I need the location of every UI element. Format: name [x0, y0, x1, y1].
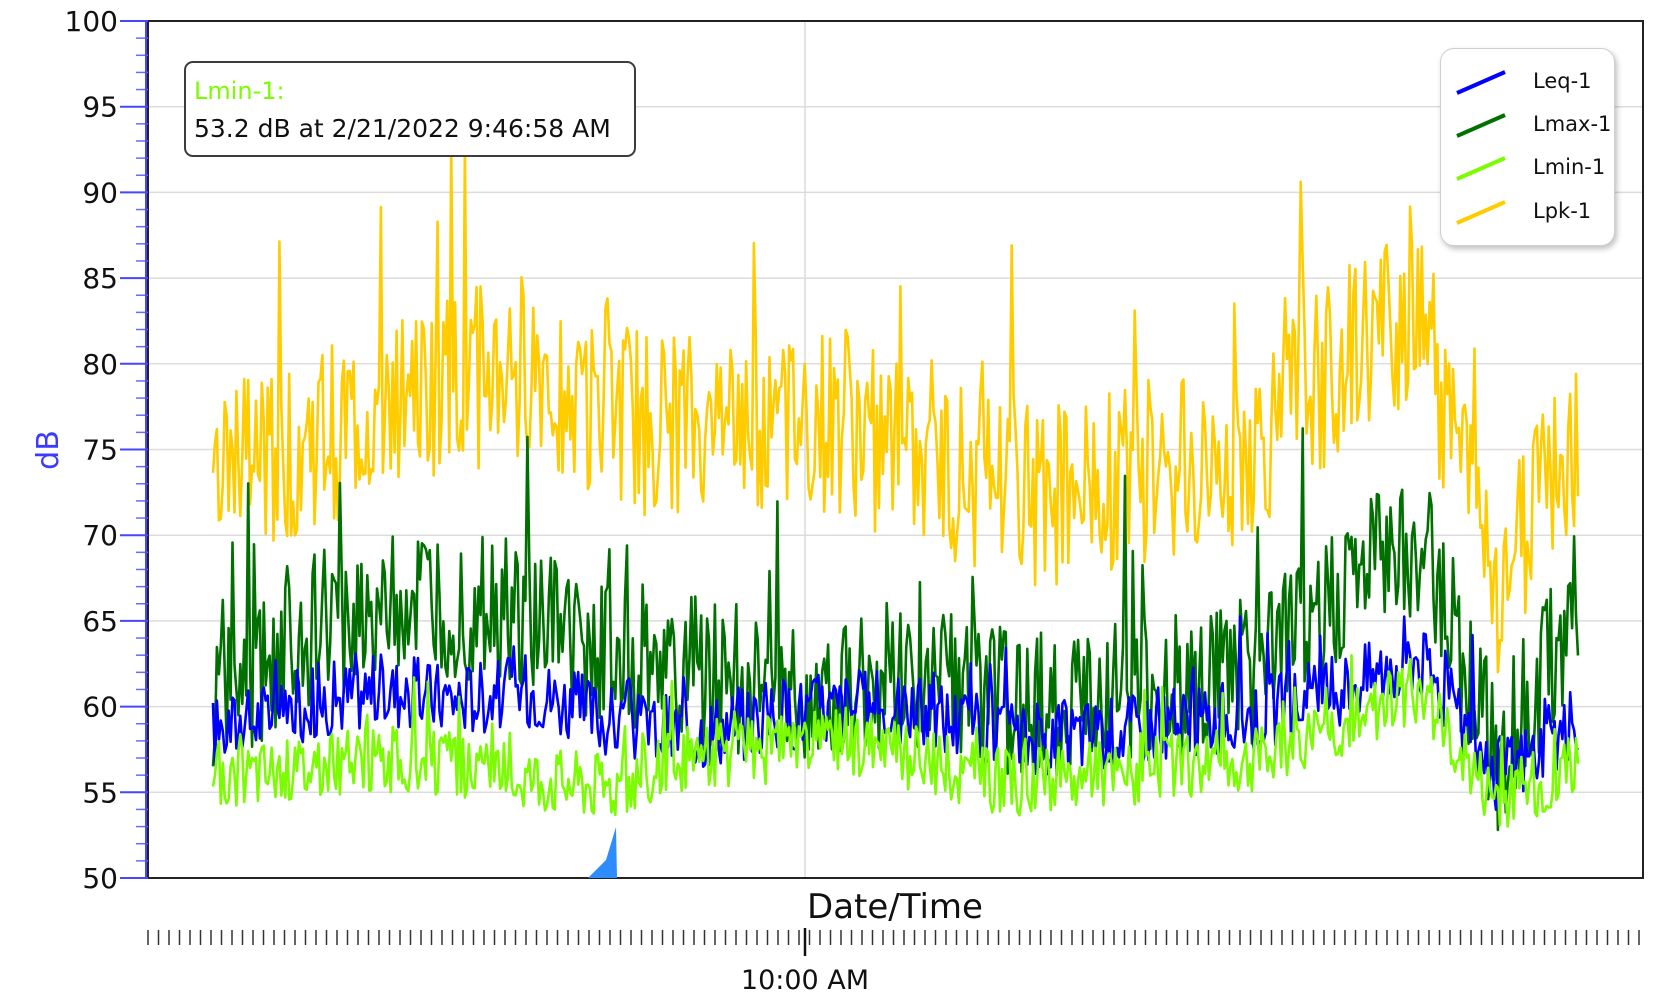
- legend-label-lmax-1: Lmax-1: [1533, 112, 1612, 136]
- series-layer: [211, 142, 1580, 832]
- series-line-lmin-1: [211, 653, 1580, 828]
- legend-item-lmax-1[interactable]: Lmax-1: [1455, 110, 1615, 140]
- x-axis-label: Date/Time: [807, 887, 983, 927]
- y-tick-label: 80: [82, 348, 118, 381]
- legend-item-lpk-1[interactable]: Lpk-1: [1455, 197, 1615, 227]
- y-tick-label: 50: [82, 862, 118, 895]
- y-axis: 50 55 60 65 70 75 80 85 90 95 100: [65, 5, 148, 895]
- legend-swatch-leq-1: [1456, 70, 1506, 95]
- data-tooltip: Lmin-1: 53.2 dB at 2/21/2022 9:46:58 AM: [184, 61, 636, 157]
- legend: Leq-1 Lmax-1 Lmin-1 Lpk-1: [1440, 48, 1615, 246]
- legend-swatch-lmin-1: [1456, 156, 1506, 181]
- x-axis: [147, 928, 1640, 956]
- y-tick-label: 70: [82, 519, 118, 552]
- y-axis-label: dB: [31, 430, 66, 470]
- legend-label-lmin-1: Lmin-1: [1533, 155, 1606, 179]
- legend-label-lpk-1: Lpk-1: [1533, 199, 1592, 223]
- y-tick-label: 55: [82, 776, 118, 809]
- y-tick-label: 90: [82, 176, 118, 209]
- tooltip-value: 53.2 dB at 2/21/2022 9:46:58 AM: [194, 114, 611, 143]
- series-line-lpk-1: [211, 142, 1580, 674]
- y-tick-label: 100: [65, 5, 118, 38]
- cursor-marker[interactable]: [588, 827, 617, 878]
- legend-item-leq-1[interactable]: Leq-1: [1455, 67, 1615, 97]
- y-tick-label: 75: [82, 434, 118, 467]
- y-tick-label: 95: [82, 91, 118, 124]
- y-tick-label: 65: [82, 605, 118, 638]
- y-tick-label: 60: [82, 691, 118, 724]
- legend-label-leq-1: Leq-1: [1533, 69, 1592, 93]
- legend-item-lmin-1[interactable]: Lmin-1: [1455, 153, 1615, 183]
- y-tick-label: 85: [82, 262, 118, 295]
- legend-swatch-lmax-1: [1456, 113, 1506, 138]
- tooltip-series-name: Lmin-1:: [194, 77, 285, 105]
- legend-swatch-lpk-1: [1456, 200, 1506, 225]
- x-tick-label: 10:00 AM: [741, 965, 869, 996]
